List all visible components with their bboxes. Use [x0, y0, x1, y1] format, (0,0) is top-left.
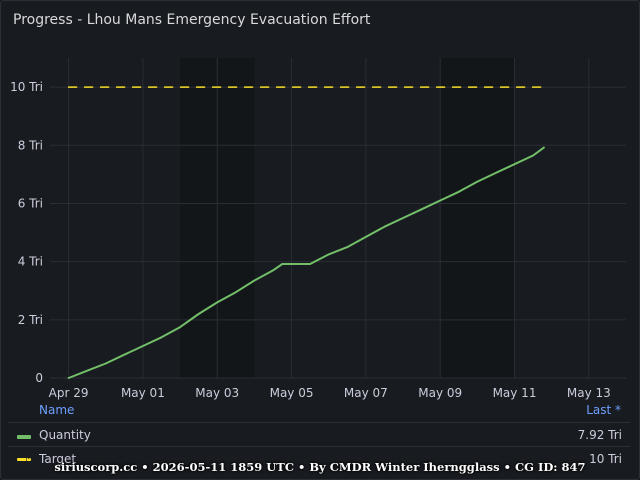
legend-name-quantity: Quantity — [39, 428, 91, 442]
grid — [50, 58, 626, 379]
x-axis: Apr 29 May 01 May 03 May 05 May 07 May 09 May … — [49, 386, 611, 400]
legend-swatch-target — [17, 458, 31, 461]
x-tick-label: Apr 29 — [49, 386, 89, 400]
x-tick-label: May 07 — [344, 386, 388, 400]
x-tick-label: May 11 — [493, 386, 537, 400]
shaded-range-1 — [440, 58, 515, 378]
y-tick-label: 2 Tri — [18, 313, 43, 327]
x-tick-label: May 03 — [195, 386, 239, 400]
shaded-ranges — [180, 58, 515, 378]
x-tick-label: May 13 — [567, 386, 611, 400]
x-tick-label: May 09 — [418, 386, 462, 400]
legend-header-last[interactable]: Last * — [586, 403, 621, 417]
legend-last-target: 10 Tri — [589, 452, 622, 466]
panel-title[interactable]: Progress - Lhou Mans Emergency Evacuatio… — [13, 12, 371, 28]
legend-last-quantity: 7.92 Tri — [577, 428, 622, 442]
y-tick-label: 10 Tri — [10, 80, 43, 94]
legend-swatch-quantity — [17, 435, 31, 439]
footer-credit: siriuscorp.cc • 2026-05-11 1859 UTC • By… — [54, 460, 586, 474]
x-tick-label: May 05 — [270, 386, 314, 400]
y-tick-label: 4 Tri — [18, 255, 43, 269]
legend-row-target[interactable]: Target 10 Tri — [8, 446, 630, 471]
y-axis: 0 2 Tri 4 Tri 6 Tri 8 Tri 10 Tri — [10, 80, 43, 385]
x-tick-label: May 01 — [121, 386, 165, 400]
series-line-quantity — [67, 146, 545, 379]
series — [67, 86, 545, 379]
legend-header-name[interactable]: Name — [39, 403, 75, 417]
progress-chart: 0 2 Tri 4 Tri 6 Tri 8 Tri 10 Tri Apr 29 May 01… — [10, 58, 626, 400]
legend-row-quantity[interactable]: Quantity 7.92 Tri — [8, 422, 630, 447]
legend-name-target: Target — [39, 452, 77, 466]
y-tick-label: 0 — [35, 371, 43, 385]
y-tick-label: 8 Tri — [18, 138, 43, 152]
y-tick-label: 6 Tri — [18, 196, 43, 210]
